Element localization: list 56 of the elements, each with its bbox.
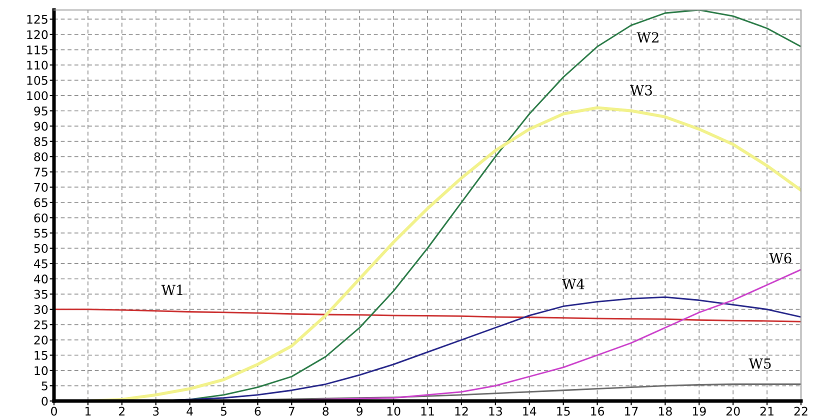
x-tick-label: 17 (625, 406, 638, 416)
x-tick-label: 16 (591, 406, 604, 416)
annotation: W6 (769, 252, 792, 264)
x-tick-label: 2 (119, 406, 124, 416)
y-tick-label: 105 (27, 76, 48, 85)
y-tick-label: 25 (34, 320, 48, 330)
x-tick-label: 11 (421, 406, 434, 416)
x-tick-label: 6 (254, 406, 261, 416)
y-tick-label: 90 (34, 122, 48, 131)
y-tick-label: 35 (34, 290, 48, 299)
y-tick-label: 40 (34, 274, 48, 284)
annotation: W2 (636, 32, 658, 42)
y-tick-label: 80 (34, 152, 48, 162)
line-series (54, 308, 801, 322)
annotation: W4 (562, 278, 584, 290)
y-tick-label: 50 (34, 244, 48, 253)
y-tick-label: 10 (34, 366, 48, 376)
x-tick-label: 14 (523, 406, 536, 416)
x-tick-label: 4 (186, 406, 193, 416)
y-tick-label: 45 (34, 259, 48, 268)
y-tick-label: 70 (34, 182, 48, 192)
y-tick-label: 85 (34, 137, 48, 146)
y-tick-label: 5 (42, 382, 48, 390)
x-tick-label: 5 (220, 406, 226, 416)
x-tick-label: 1 (85, 406, 91, 416)
x-tick-label: 10 (387, 406, 400, 416)
y-tick-label: 55 (34, 228, 48, 238)
x-tick-label: 20 (726, 406, 740, 416)
x-tick-label: 21 (760, 406, 774, 416)
y-tick-label: 115 (27, 46, 48, 54)
y-tick-label: 100 (27, 91, 48, 100)
y-tick-label: 75 (34, 168, 48, 177)
y-tick-label: 20 (34, 336, 48, 345)
y-tick-label: 0 (42, 396, 48, 406)
y-tick-label: 95 (34, 106, 48, 116)
y-tick-label: 65 (34, 198, 48, 208)
y-tick-label: 60 (34, 213, 48, 222)
annotation: W1 (161, 284, 182, 295)
x-tick-label: 18 (658, 406, 672, 416)
x-tick-label: 13 (489, 406, 502, 416)
x-tick-label: 19 (692, 406, 706, 416)
annotation: W3 (630, 84, 652, 96)
y-tick-label: 125 (27, 14, 48, 24)
y-tick-label: 30 (34, 305, 48, 314)
y-tick-label: 15 (34, 351, 48, 360)
x-tick-label: 0 (51, 406, 57, 416)
x-tick-label: 8 (322, 406, 329, 416)
x-tick-label: 3 (153, 406, 159, 416)
x-tick-label: 22 (794, 406, 808, 416)
annotation: W5 (748, 358, 771, 369)
x-tick-label: 9 (356, 406, 363, 416)
x-tick-label: 15 (557, 406, 570, 416)
y-tick-label: 110 (27, 60, 48, 70)
x-tick-label: 12 (455, 406, 468, 416)
x-tick-label: 7 (288, 406, 294, 416)
y-tick-label: 120 (27, 30, 48, 40)
